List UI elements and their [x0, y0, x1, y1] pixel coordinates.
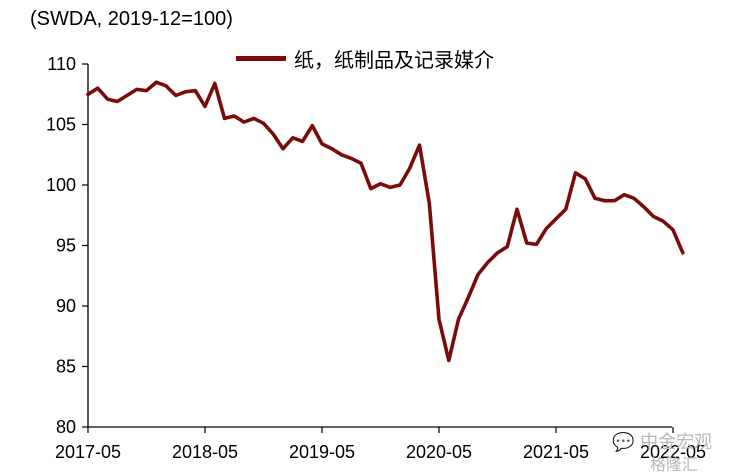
watermark-text: 💬 中金宏观	[612, 432, 713, 453]
x-tick-label: 2018-05	[172, 442, 238, 462]
chart-axes: 80 85 90 95 100 105 110 2017-05 2018-05 2019-05 20…	[46, 54, 706, 462]
watermark-line-1: 中金宏观	[640, 432, 713, 453]
x-tick-label: 2021-05	[523, 442, 589, 462]
y-tick-label: 100	[46, 175, 76, 195]
y-tick-label: 105	[46, 115, 76, 135]
chart-unit-label: (SWDA, 2019-12=100)	[30, 8, 233, 30]
y-tick-label: 90	[56, 296, 76, 316]
legend-label: 纸，纸制品及记录媒介	[294, 48, 494, 72]
chart-legend: 纸，纸制品及记录媒介	[236, 44, 494, 73]
watermark-text-2: 格隆汇	[650, 455, 699, 474]
x-tick-label: 2019-05	[289, 442, 355, 462]
y-tick-label: 85	[56, 357, 76, 377]
y-tick-label: 80	[56, 417, 76, 437]
legend-swatch	[236, 56, 286, 61]
x-tick-label: 2017-05	[55, 442, 121, 462]
chart-marks	[86, 80, 685, 363]
y-tick-label: 110	[47, 54, 76, 74]
x-tick-label: 2022-05	[640, 442, 706, 462]
y-tick-label: 95	[56, 236, 76, 256]
x-tick-label: 2020-05	[406, 442, 472, 462]
series-line	[86, 80, 685, 363]
